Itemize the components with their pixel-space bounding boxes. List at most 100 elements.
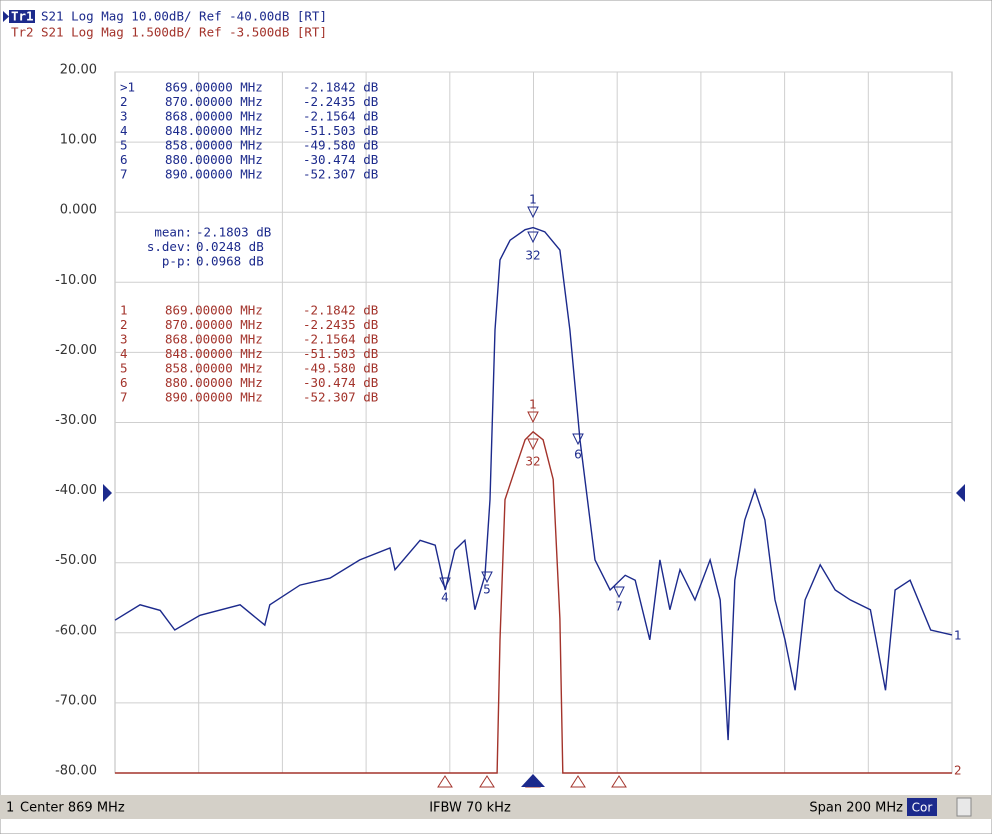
marker-cell: 880.00000 MHz (165, 375, 263, 390)
y-tick-label: -60.00 (55, 623, 97, 638)
marker-cell: 7 (120, 390, 128, 405)
marker-cell: -51.503 dB (303, 123, 378, 138)
marker-cell: -30.474 dB (303, 375, 378, 390)
marker-cell: 858.00000 MHz (165, 361, 263, 376)
marker-cell: 870.00000 MHz (165, 317, 263, 332)
offscale-marker (570, 775, 586, 788)
stat-value: 0.0968 dB (196, 254, 264, 269)
marker-cell: 7 (120, 167, 128, 182)
channel[interactable]: 1 (6, 801, 14, 816)
marker-cell: 868.00000 MHz (165, 332, 263, 347)
stat-name: mean: (154, 225, 192, 240)
marker-glyph (527, 411, 539, 424)
y-tick-label: -40.00 (55, 483, 97, 498)
trace-end-label: 1 (954, 629, 962, 643)
trace-setting[interactable]: S21 Log Mag 10.00dB/ Ref -40.00dB [RT] (41, 9, 327, 24)
y-tick-label: 10.00 (60, 133, 97, 148)
marker-cell: 2 (120, 317, 128, 332)
marker-cell: 880.00000 MHz (165, 152, 263, 167)
marker-cell: -52.307 dB (303, 167, 378, 182)
trace-setting[interactable]: S21 Log Mag 1.500dB/ Ref -3.500dB [RT] (41, 25, 327, 40)
marker-tag: 4 (441, 591, 449, 605)
offscale-marker (437, 775, 453, 788)
marker-cell: 3 (120, 332, 128, 347)
stat-name: s.dev: (147, 239, 192, 254)
marker-cell: -2.2435 dB (303, 94, 378, 109)
marker-cell: -49.580 dB (303, 361, 378, 376)
y-tick-label: -80.00 (55, 764, 97, 779)
marker-glyph (527, 231, 539, 244)
marker-cell: 6 (120, 375, 128, 390)
marker-cell: -52.307 dB (303, 390, 378, 405)
marker-cell: >1 (120, 80, 135, 95)
marker-cell: -2.1842 dB (303, 80, 378, 95)
marker-cell: 870.00000 MHz (165, 94, 263, 109)
active-trace-box (9, 10, 35, 23)
center[interactable]: Center 869 MHz (20, 801, 125, 816)
marker-cell: 3 (120, 109, 128, 124)
marker-cell: 858.00000 MHz (165, 138, 263, 153)
marker-tag: 32 (525, 455, 540, 469)
marker-cell: -2.1564 dB (303, 332, 378, 347)
offscale-marker (611, 775, 627, 788)
trace-end-label: 2 (954, 764, 962, 778)
marker-glyph (613, 586, 625, 599)
marker-tag: 5 (483, 583, 491, 597)
marker-tag: 32 (525, 249, 540, 263)
cor-box (907, 798, 937, 816)
marker-cell: 869.00000 MHz (165, 303, 263, 318)
marker-cell: 5 (120, 361, 128, 376)
marker-tag: 7 (615, 600, 623, 614)
marker-cell: 6 (120, 152, 128, 167)
status-cell (956, 797, 972, 817)
marker-cell: 1 (120, 303, 128, 318)
marker-cell: 2 (120, 94, 128, 109)
marker-cell: 4 (120, 346, 128, 361)
y-tick-label: -50.00 (55, 553, 97, 568)
marker-cell: 848.00000 MHz (165, 123, 263, 138)
ifbw[interactable]: IFBW 70 kHz (429, 801, 511, 816)
marker-cell: 4 (120, 123, 128, 138)
trace-name[interactable]: Tr1 (11, 9, 34, 24)
marker-cell: 848.00000 MHz (165, 346, 263, 361)
marker-glyph (527, 206, 539, 219)
marker-cell: -49.580 dB (303, 138, 378, 153)
y-tick-label: -20.00 (55, 343, 97, 358)
offscale-marker (479, 775, 495, 788)
y-tick-label: 0.000 (60, 203, 97, 218)
ref-marker (103, 484, 112, 502)
marker-cell: 868.00000 MHz (165, 109, 263, 124)
marker-cell: 869.00000 MHz (165, 80, 263, 95)
marker-glyph (481, 571, 493, 584)
stat-name: p-p: (162, 254, 192, 269)
ref-marker (956, 484, 965, 502)
marker-tag: 1 (529, 398, 537, 412)
marker-tag: 1 (529, 193, 537, 207)
marker-glyph (527, 438, 539, 451)
marker-cell: -2.1564 dB (303, 109, 378, 124)
marker-cell: 890.00000 MHz (165, 390, 263, 405)
y-tick-label: -10.00 (55, 273, 97, 288)
status-bar (0, 795, 992, 819)
offscale-marker (521, 774, 545, 787)
marker-cell: -2.2435 dB (303, 317, 378, 332)
y-tick-label: 20.00 (60, 63, 97, 78)
span[interactable]: Span 200 MHz (809, 801, 903, 816)
trace-name[interactable]: Tr2 (11, 25, 34, 40)
marker-glyph (439, 577, 451, 590)
marker-cell: -30.474 dB (303, 152, 378, 167)
y-tick-label: -30.00 (55, 413, 97, 428)
marker-cell: -2.1842 dB (303, 303, 378, 318)
correction[interactable]: Cor (912, 801, 933, 815)
y-tick-label: -70.00 (55, 693, 97, 708)
active-arrow (3, 11, 9, 22)
stat-value: 0.0248 dB (196, 239, 264, 254)
marker-tag: 6 (574, 448, 582, 462)
marker-cell: -51.503 dB (303, 346, 378, 361)
marker-cell: 890.00000 MHz (165, 167, 263, 182)
trace-line (115, 430, 952, 774)
stat-value: -2.1803 dB (196, 225, 271, 240)
